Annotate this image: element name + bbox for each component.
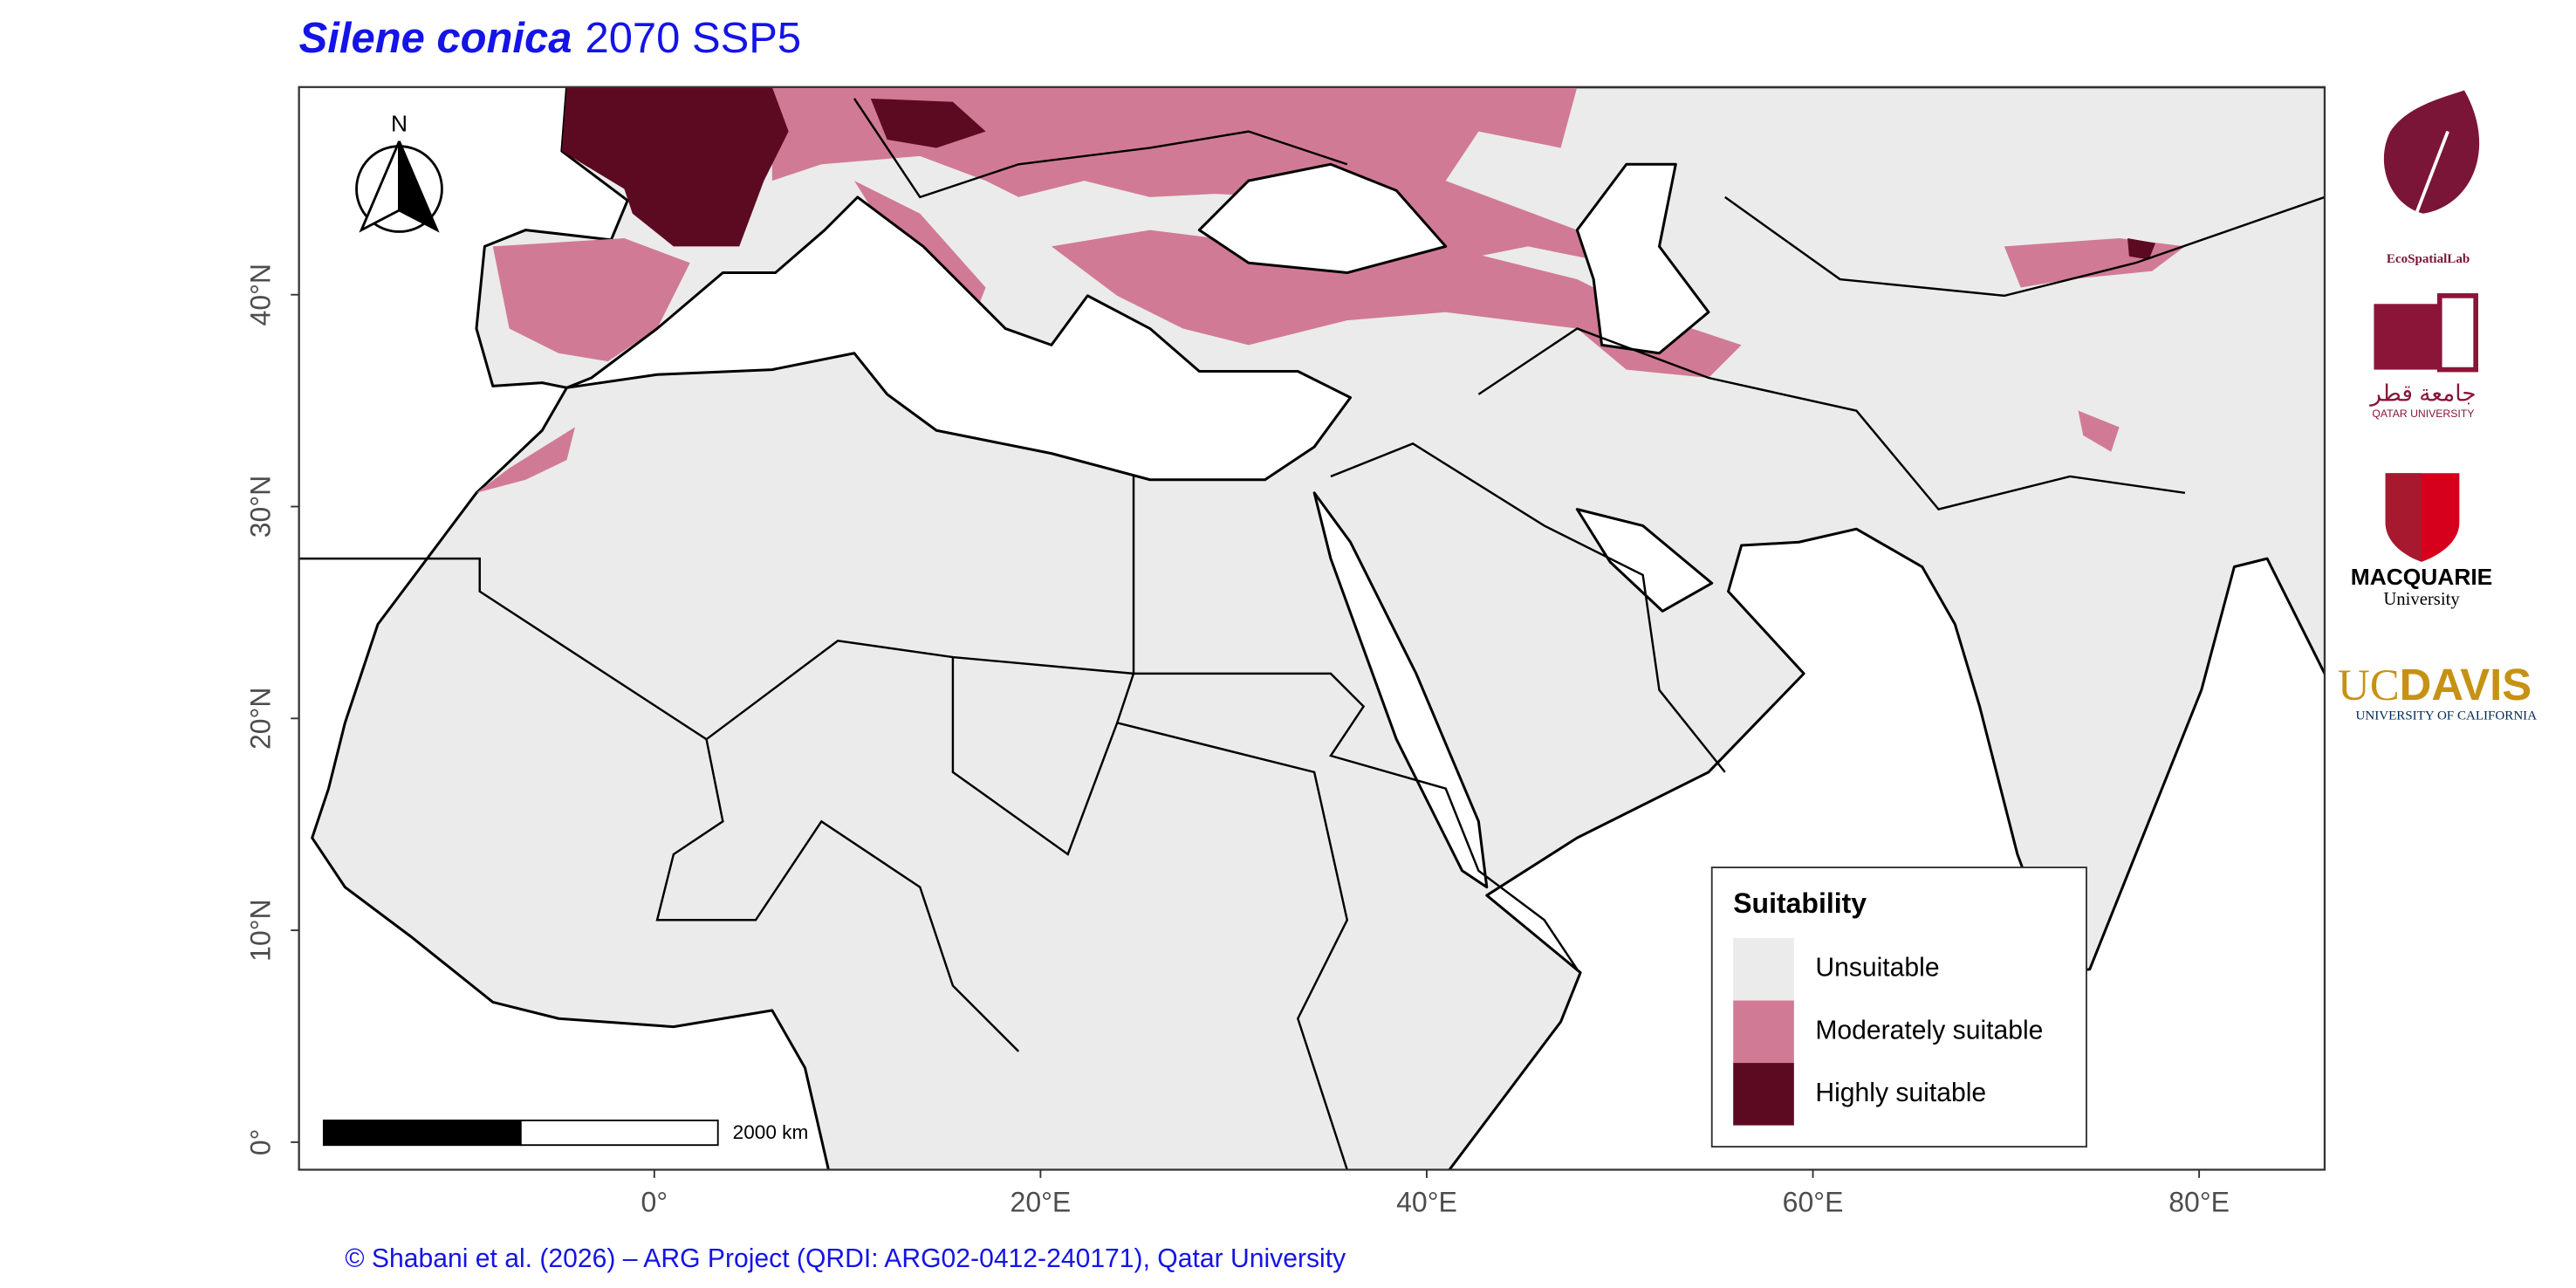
black-sea <box>1197 162 1448 275</box>
north-arrow-right <box>398 140 440 233</box>
logos: EcoSpatialLab جامعة قطر QATAR UNIVERSITY… <box>2338 90 2537 723</box>
legend-label: Moderately suitable <box>1815 1016 2043 1045</box>
ucdavis-sub: UNIVERSITY OF CALIFORNIA <box>2355 709 2537 723</box>
x-tick-label: 80°E <box>2168 1186 2230 1217</box>
qatar-arabic: جامعة قطر <box>2368 380 2476 407</box>
moderate-area <box>2078 410 2120 452</box>
credit: © Shabani et al. (2026) – ARG Project (Q… <box>345 1244 1346 1273</box>
y-tick-label: 10°N <box>245 899 277 961</box>
davis: DAVIS <box>2400 660 2532 709</box>
axes: 0° 20°E 40°E 60°E 80°E 0° 10°N 20°N 30°N 40°N <box>245 264 2230 1217</box>
scale-bar: 2000 km <box>322 1120 809 1147</box>
qatar-emblem <box>2374 304 2440 370</box>
species-name: Silene conica <box>299 15 572 62</box>
persian-gulf <box>1575 508 1714 613</box>
macquarie-sub: University <box>2383 590 2460 609</box>
legend-title: Suitability <box>1733 887 1867 919</box>
high-area <box>561 86 789 247</box>
qatar-text: QATAR UNIVERSITY <box>2372 408 2474 420</box>
leaf-vein <box>2413 130 2449 218</box>
north-arrow: N <box>355 111 443 233</box>
ucdavis-text: UCDAVIS <box>2338 660 2531 709</box>
scale-segment <box>519 1120 719 1147</box>
scale-label: 2000 km <box>733 1121 809 1143</box>
y-tick-label: 30°N <box>245 476 277 538</box>
y-tick-label: 40°N <box>245 264 277 325</box>
scale-segment <box>322 1120 522 1147</box>
macquarie-text: MACQUARIE <box>2351 564 2492 590</box>
ecospatial-leaf <box>2383 90 2480 214</box>
caspian-sea <box>1575 162 1710 355</box>
y-tick-label: 20°N <box>245 688 277 750</box>
mediterranean-sea <box>565 195 1353 482</box>
legend-label: Highly suitable <box>1815 1079 1986 1107</box>
moderate-area <box>492 237 690 362</box>
high-area <box>870 98 986 148</box>
moderate-area <box>476 427 575 493</box>
legend-swatch <box>1733 937 1794 1001</box>
x-tick-label: 20°E <box>1011 1186 1072 1217</box>
country-borders <box>298 98 2325 1170</box>
moderate-area <box>1051 230 1742 379</box>
x-tick-label: 40°E <box>1396 1186 1457 1217</box>
x-tick-label: 0° <box>641 1186 668 1217</box>
high-area <box>2127 237 2156 260</box>
map-title: Silene conica 2070 SSP5 <box>299 15 801 62</box>
uc: UC <box>2338 661 2400 709</box>
legend-swatch <box>1733 1063 1794 1126</box>
macquarie-shield-half <box>2385 473 2422 562</box>
ecospatial-text: EcoSpatialLab <box>2387 252 2470 266</box>
qatar-building <box>2436 293 2478 373</box>
y-tick-label: 0° <box>245 1129 277 1156</box>
panel-border <box>298 86 2326 1171</box>
scenario: 2070 SSP5 <box>586 15 802 62</box>
x-tick-label: 60°E <box>1783 1186 1844 1217</box>
legend-label: Unsuitable <box>1815 954 1939 983</box>
north-label: N <box>391 111 408 137</box>
legend-swatch <box>1733 1000 1794 1064</box>
map-area <box>298 86 2325 1170</box>
legend: Suitability Unsuitable Moderately suitabl… <box>1710 867 2087 1148</box>
